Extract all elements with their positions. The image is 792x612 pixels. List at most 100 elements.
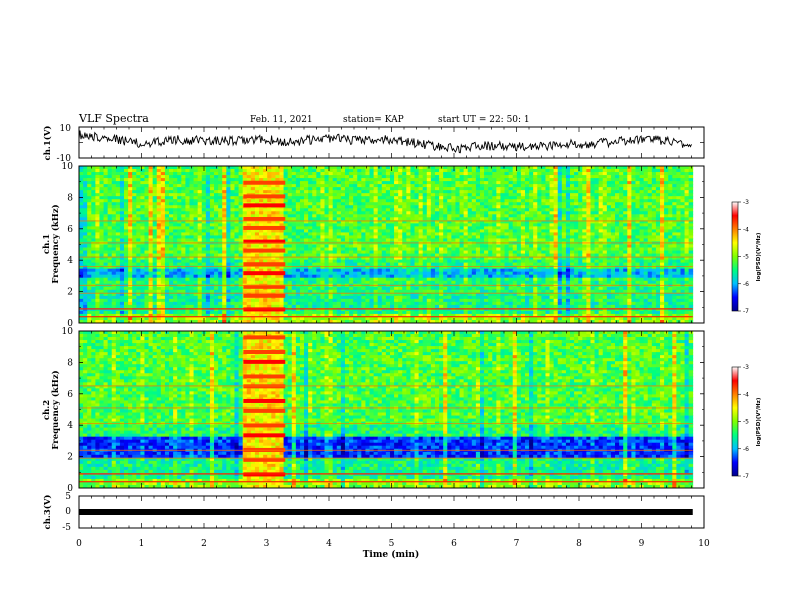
spectrogram-cell [582,166,587,170]
spectrogram-cell [389,190,395,194]
spectrogram-cell [238,262,244,267]
spectrogram-cell [185,166,190,170]
spectrogram-cell [283,226,289,230]
spectrogram-cell [377,172,383,176]
spectrogram-cell [91,226,96,230]
spectrogram-cell [643,250,649,254]
spectrogram-cell [660,187,665,191]
spectrogram-cell [615,199,620,203]
spectrogram-cell [582,196,587,200]
spectrogram-cell [467,232,473,236]
spectrogram-cell [402,214,407,218]
spectrogram-cell [226,175,231,179]
spectrogram-cell [136,250,141,254]
spectrogram-cell [312,166,317,170]
spectrogram-cell [115,202,121,206]
spectrogram-cell [553,175,559,179]
spectrogram-cell [214,202,219,206]
spectrogram-cell [164,187,170,191]
spectrogram-cell [488,262,493,267]
spectrogram-cell [283,199,289,203]
spectrogram-cell [111,190,117,194]
spectrogram-cell [357,205,362,209]
spectrogram-cell [308,187,313,191]
spectrogram-cell [549,235,555,239]
spectrogram-cell [189,247,194,251]
spectrogram-cell [328,220,334,224]
spectrogram-cell [132,196,137,200]
spectrogram-cell [369,253,374,257]
spectrogram-cell [136,184,141,188]
spectrogram-cell [316,181,321,185]
spectrogram-cell [582,193,587,197]
spectrogram-cell [320,211,325,215]
spectrogram-cell [205,259,211,264]
spectrogram-cell [250,190,256,194]
spectrogram-cell [520,208,526,212]
spectrogram-cell [189,169,194,173]
spectrogram-cell [619,229,624,233]
spectrogram-cell [529,232,534,236]
spectrogram-cell [287,196,293,200]
spectrogram-cell [635,199,640,203]
spectrogram-cell [676,193,681,197]
spectrogram-cell [639,175,645,179]
spectrogram-cell [553,181,559,185]
spectrogram-cell [410,247,415,251]
spectrogram-cell [479,229,485,233]
spectrogram-cell [606,256,612,260]
spectrogram-cell [283,205,289,209]
spectrogram-cell [500,175,505,179]
spectrogram-cell [148,238,154,242]
spectrogram-cell [627,223,632,227]
spectrogram-cell [647,262,653,267]
spectrogram-cell [115,211,121,215]
spectrogram-cell [455,178,460,182]
spectrogram-cell [479,208,485,212]
spectrogram-cell [316,262,321,267]
spectrogram-cell [639,235,645,239]
spectrogram-cell [99,208,104,212]
spectrogram-cell [79,172,84,176]
spectrogram-cell [263,211,268,215]
spectrogram-cell [357,238,362,242]
spectrogram-cell [332,223,338,227]
spectrogram-cell [655,235,661,239]
spectrogram-cell [295,217,301,221]
spectrogram-cell [267,199,272,203]
spectrogram-cell [119,244,125,248]
spectrogram-cell [271,229,276,233]
spectrogram-cell [218,175,223,179]
spectrogram-cell [635,226,640,230]
spectrogram-cell [422,181,428,185]
spectrogram-cell [635,181,640,185]
spectrogram-cell [479,193,485,197]
spectrogram-cell [361,262,366,267]
spectrogram-cell [79,181,84,185]
spectrogram-cell [598,223,604,227]
spectrogram-cell [389,181,395,185]
spectrogram-cell [668,259,673,264]
spectrogram-cell [209,211,215,215]
spectrogram-cell [647,220,653,224]
spectrogram-cell [627,172,632,176]
spectrogram-cell [173,172,178,176]
spectrogram-cell [189,223,194,227]
spectrogram-cell [152,226,158,230]
spectrogram-cell [169,193,174,197]
spectrogram-cell [488,220,493,224]
spectrogram-cell [537,235,542,239]
spectrogram-cell [242,172,248,176]
spectrogram-cell [610,166,616,170]
spectrogram-cell [181,208,186,212]
spectrogram-cell [434,199,440,203]
spectrogram-cell [664,235,669,239]
spectrogram-cell [312,256,317,260]
spectrogram-cell [283,259,289,264]
spectrogram-cell [128,259,133,264]
spectrogram-cell [459,211,465,215]
spectrogram-cell [312,202,317,206]
spectrogram-cell [467,175,473,179]
spectrogram-cell [222,187,227,191]
spectrogram-cell [87,226,92,230]
